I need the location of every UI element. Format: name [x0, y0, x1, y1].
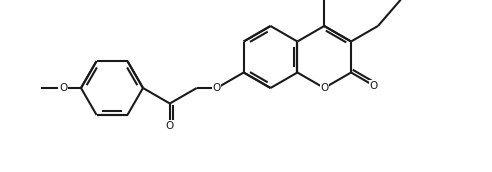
Text: O: O [59, 83, 67, 93]
Text: O: O [370, 81, 378, 91]
Text: O: O [213, 83, 221, 93]
Text: O: O [320, 83, 328, 93]
Text: O: O [166, 121, 174, 131]
